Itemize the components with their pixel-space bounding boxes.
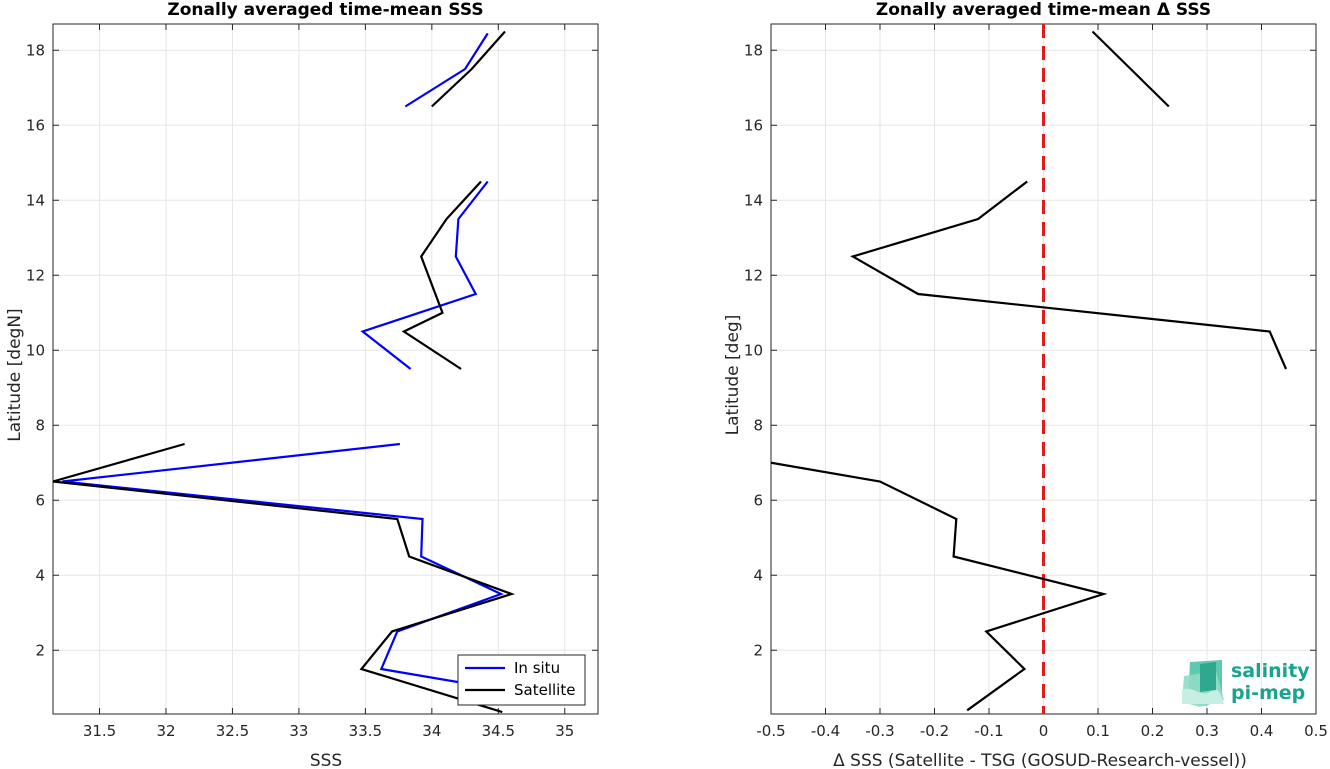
x-tick-label: 0.4 bbox=[1250, 722, 1274, 740]
y-tick-label: 14 bbox=[744, 191, 763, 209]
y-tick-label: 6 bbox=[753, 491, 763, 509]
y-tick-label: 6 bbox=[35, 491, 45, 509]
x-tick-label: 31.5 bbox=[83, 722, 116, 740]
x-tick-label: 33 bbox=[289, 722, 308, 740]
series-line bbox=[404, 32, 489, 108]
x-tick-label: 0.1 bbox=[1086, 722, 1110, 740]
series-line bbox=[360, 180, 489, 370]
series-line bbox=[771, 461, 1108, 712]
legend: In situ Satellite bbox=[457, 654, 586, 706]
legend-label: Satellite bbox=[514, 681, 575, 699]
x-axis-label: Δ SSS (Satellite - TSG (GOSUD-Research-v… bbox=[833, 751, 1247, 769]
y-tick-label: 16 bbox=[26, 116, 45, 134]
y-tick-label: 12 bbox=[26, 266, 45, 284]
chart-title: Zonally averaged time-mean SSS bbox=[167, 0, 483, 20]
y-tick-label: 2 bbox=[35, 641, 45, 659]
chart-title: Zonally averaged time-mean Δ SSS bbox=[876, 0, 1211, 20]
x-tick-label: 0.5 bbox=[1304, 722, 1328, 740]
series-line bbox=[850, 180, 1288, 370]
series-line bbox=[53, 442, 516, 714]
x-tick-label: -0.3 bbox=[865, 722, 894, 740]
series-0 bbox=[771, 30, 1288, 712]
x-tick-label: -0.5 bbox=[756, 722, 785, 740]
x-tick-label: 34 bbox=[422, 722, 441, 740]
y-tick-label: 4 bbox=[753, 566, 763, 584]
y-axis-label: Latitude [degN] bbox=[5, 308, 25, 441]
x-axis-label: SSS bbox=[310, 751, 342, 769]
logo-line1: salinity bbox=[1231, 660, 1310, 682]
x-tick-label: 0 bbox=[1039, 722, 1049, 740]
y-tick-label: 14 bbox=[26, 191, 45, 209]
y-tick-label: 12 bbox=[744, 266, 763, 284]
logo-graphic bbox=[1182, 660, 1224, 707]
y-tick-label: 2 bbox=[753, 641, 763, 659]
y-tick-label: 4 bbox=[35, 566, 45, 584]
series-satellite bbox=[53, 30, 516, 714]
legend-box bbox=[457, 654, 586, 706]
x-tick-label: 34.5 bbox=[482, 722, 515, 740]
y-tick-label: 10 bbox=[26, 341, 45, 359]
logo-line2: pi-mep bbox=[1231, 682, 1305, 704]
y-axis-label: Latitude [deg] bbox=[723, 315, 743, 436]
x-tick-label: -0.4 bbox=[811, 722, 840, 740]
y-tick-label: 8 bbox=[753, 416, 763, 434]
legend-label: In situ bbox=[514, 659, 560, 677]
y-tick-label: 16 bbox=[744, 116, 763, 134]
delta-sss-chart: -0.5 -0.4 -0.3 -0.2 -0.1 0 0.1 0.2 0.3 0.4 0.5 2 4 6 8… bbox=[723, 0, 1328, 769]
series-line bbox=[431, 30, 506, 108]
series-line bbox=[1091, 30, 1170, 108]
x-tick-label: 0.3 bbox=[1195, 722, 1219, 740]
x-tick-label: 32 bbox=[156, 722, 175, 740]
y-tick-label: 18 bbox=[744, 41, 763, 59]
plot-area-frame bbox=[52, 23, 599, 715]
x-tick-label: 33.5 bbox=[349, 722, 382, 740]
x-tick-label: 32.5 bbox=[216, 722, 249, 740]
sss-chart: 31.5 32 32.5 33 33.5 34 34.5 35 2 4 6 8 10 12 14 16 18 Zo… bbox=[5, 0, 599, 769]
y-tick-label: 8 bbox=[35, 416, 45, 434]
x-tick-label: -0.1 bbox=[974, 722, 1003, 740]
y-tick-label: 18 bbox=[26, 41, 45, 59]
x-tick-label: 0.2 bbox=[1141, 722, 1165, 740]
x-tick-label: 35 bbox=[555, 722, 574, 740]
y-tick-label: 10 bbox=[744, 341, 763, 359]
series-line bbox=[401, 180, 482, 370]
x-tick-label: -0.2 bbox=[920, 722, 949, 740]
salinity-pi-mep-logo: salinity pi-mep bbox=[1182, 660, 1310, 707]
